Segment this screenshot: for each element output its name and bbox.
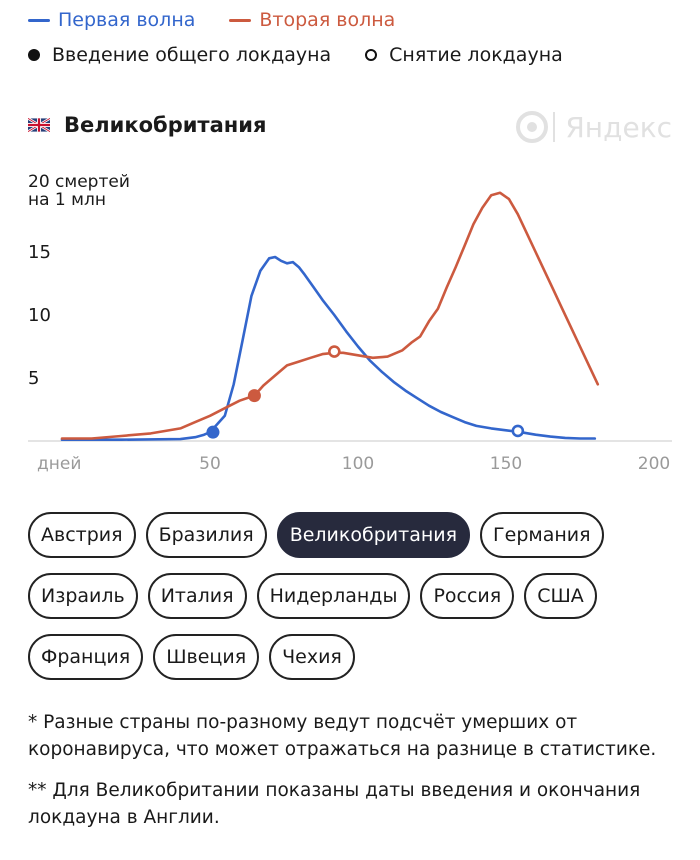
yandex-logo-icon <box>516 111 549 143</box>
legend-item-second-wave: Вторая волна <box>229 9 395 31</box>
country-chip[interactable]: Австрия <box>28 512 136 558</box>
watermark-divider <box>553 112 556 142</box>
legend-item-lockdown-end: Снятие локдауна <box>365 44 563 66</box>
yandex-watermark: Яндекс <box>515 110 672 144</box>
deaths-chart: 20 смертей на 1 млн 5 10 15 дней 50 100 150 2… <box>28 172 672 474</box>
legend-item-lockdown-start: Введение общего локдауна <box>28 44 331 66</box>
country-selector: Австрия Бразилия Великобритания Германия Изр… <box>28 512 678 695</box>
legend-markers: Введение общего локдауна Снятие локдауна <box>28 44 597 66</box>
uk-flag-icon <box>28 118 50 132</box>
country-chip-row: Израиль Италия Нидерланды Россия США <box>28 573 678 619</box>
x-ticks: дней 50 100 150 200 <box>37 454 670 474</box>
country-heading: Великобритания <box>28 113 266 137</box>
x-tick-label: 150 <box>490 454 522 474</box>
country-chip-row: Австрия Бразилия Великобритания Германия <box>28 512 678 558</box>
y-tick-label: 5 <box>28 368 39 389</box>
y-axis-label-line-2: на 1 млн <box>28 190 106 210</box>
legend-first-wave-label: Первая волна <box>58 9 196 31</box>
footnote-2: ** Для Великобритании показаны даты введ… <box>28 780 641 828</box>
country-chip[interactable]: Италия <box>147 573 247 619</box>
open-dot-icon <box>365 49 378 61</box>
filled-dot-icon <box>28 49 40 61</box>
x-axis-label: дней <box>37 454 81 474</box>
series-layer <box>60 191 600 441</box>
marker-layer <box>206 345 525 439</box>
country-chip[interactable]: Чехия <box>269 634 355 680</box>
watermark-text: Яндекс <box>565 110 672 144</box>
lockdown-end-marker <box>511 424 525 438</box>
y-axis-label: 20 смертей на 1 млн <box>28 172 130 210</box>
country-chip[interactable]: США <box>524 573 597 619</box>
legend-lockdown-start-label: Введение общего локдауна <box>52 44 332 66</box>
country-chip-row: Франция Швеция Чехия <box>28 634 678 680</box>
footnote-1: * Разные страны по-разному ведут подсчёт… <box>28 712 657 760</box>
country-chip[interactable]: Швеция <box>153 634 260 680</box>
legend-second-wave-label: Вторая волна <box>259 9 396 31</box>
lockdown-end-marker <box>328 345 341 358</box>
country-chip[interactable]: Бразилия <box>145 512 267 558</box>
x-tick-label: 200 <box>638 454 670 474</box>
y-tick-label: 15 <box>28 242 51 263</box>
x-tick-label: 50 <box>199 454 221 474</box>
lockdown-start-marker <box>206 425 220 439</box>
second-wave-swatch <box>229 18 252 22</box>
country-chip[interactable]: Израиль <box>28 573 138 619</box>
legend-waves: Первая волна Вторая волна <box>28 9 429 31</box>
y-ticks: 5 10 15 <box>28 242 51 389</box>
country-chip[interactable]: Великобритания <box>276 512 471 558</box>
first-wave-line <box>60 255 597 441</box>
legend-item-first-wave: Первая волна <box>28 9 195 31</box>
country-chip[interactable]: Нидерланды <box>256 573 411 619</box>
country-chip[interactable]: Россия <box>420 573 515 619</box>
y-tick-label: 10 <box>28 305 51 326</box>
legend-lockdown-end-label: Снятие локдауна <box>389 44 563 66</box>
lockdown-start-marker <box>247 389 261 403</box>
y-axis-label-line-1: 20 смертей <box>28 172 130 192</box>
country-title: Великобритания <box>64 113 267 137</box>
first-wave-swatch <box>28 18 50 22</box>
second-wave-line <box>60 191 600 440</box>
country-chip[interactable]: Германия <box>480 512 604 558</box>
country-chip[interactable]: Франция <box>28 634 144 680</box>
x-tick-label: 100 <box>342 454 374 474</box>
